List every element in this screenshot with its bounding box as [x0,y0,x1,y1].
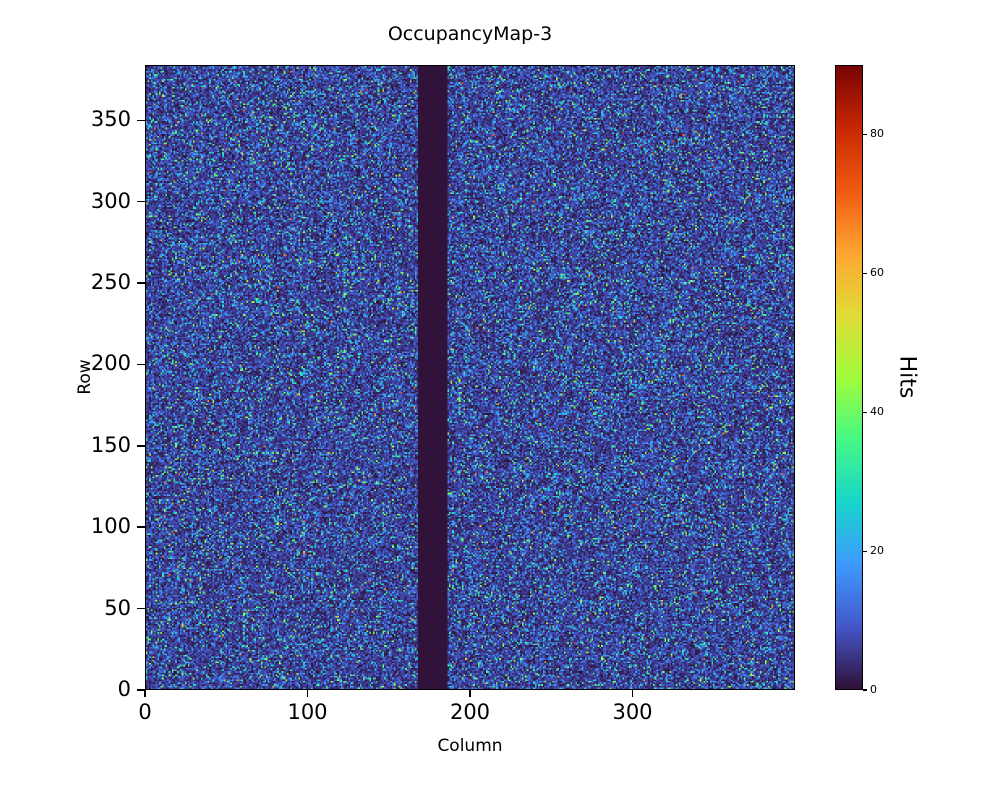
x-tick-label: 0 [138,700,152,724]
x-tick-mark [306,690,309,697]
y-tick-label: 100 [90,514,131,539]
heatmap-canvas [146,66,794,689]
colorbar-tick-mark [863,411,867,413]
y-tick-label: 350 [90,107,131,132]
x-tick-mark [469,690,471,697]
x-tick-mark [144,690,146,697]
plot-area [145,65,795,690]
colorbar-tick-mark [863,689,867,691]
y-tick-label: 200 [90,351,131,376]
colorbar-tick-mark [863,550,867,552]
colorbar-tick-label: 60 [870,266,884,280]
y-tick-mark [137,282,145,284]
y-tick-mark [137,526,145,528]
colorbar-tick-label: 20 [870,544,884,558]
y-tick-mark [137,200,145,203]
colorbar-tick-label: 80 [870,127,884,141]
y-tick-label: 300 [90,188,131,213]
y-tick-mark [137,607,145,610]
colorbar-tick-label: 40 [870,405,884,419]
colorbar-tick-label: 0 [870,683,877,696]
colorbar-label: Hits [894,355,920,399]
y-tick-label: 150 [90,432,131,457]
x-axis-label: Column [437,736,503,756]
x-tick-label: 100 [287,700,328,724]
colorbar-tick-mark [863,133,867,136]
x-tick-label: 300 [612,700,653,724]
colorbar-tick-mark [863,272,867,274]
y-tick-mark [137,445,145,447]
colorbar [835,65,863,690]
chart-title: OccupancyMap-3 [387,23,553,45]
y-tick-mark [137,689,145,691]
y-tick-mark [137,119,145,122]
x-tick-mark [631,690,634,697]
colorbar-gradient-canvas [836,66,862,689]
y-tick-label: 50 [104,595,131,620]
y-tick-label: 250 [90,270,131,295]
y-tick-mark [137,363,145,366]
x-tick-label: 200 [449,700,491,724]
y-tick-label: 0 [117,677,131,701]
